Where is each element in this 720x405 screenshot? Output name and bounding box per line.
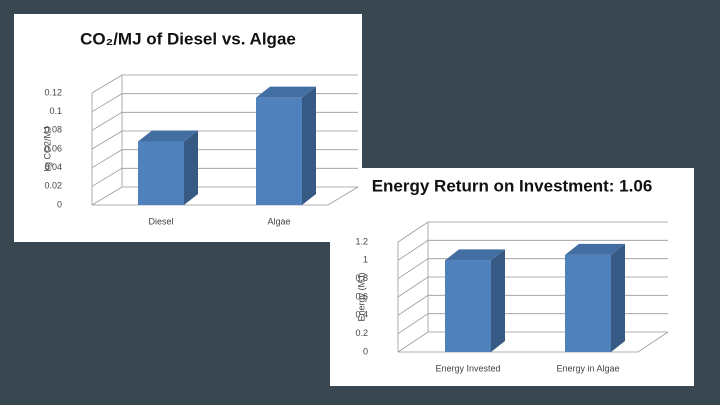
bar (565, 254, 611, 352)
bar-top (138, 130, 198, 142)
x-tick-label: Diesel (148, 216, 173, 226)
bar-side (302, 86, 316, 205)
bar (256, 97, 302, 205)
y-tick-label: 0.8 (355, 273, 368, 283)
y-tick-label: 0.08 (44, 125, 62, 135)
grid-line (91, 74, 358, 94)
y-tick-label: 0 (57, 199, 62, 209)
grid-line (397, 239, 668, 261)
chart-title: CO₂/MJ of Diesel vs. Algae (80, 29, 296, 48)
y-tick-label: 0.6 (355, 291, 368, 301)
y-tick-label: 0 (363, 346, 368, 356)
bar-top (445, 249, 505, 261)
y-tick-label: 0.02 (44, 181, 62, 191)
y-axis-label: Energy (MJ) (356, 272, 366, 321)
y-axis-label: kg CO2/MJ (42, 126, 52, 171)
y-tick-label: 0.04 (44, 162, 62, 172)
grid-line (397, 221, 668, 243)
bar-side (184, 130, 198, 205)
x-tick-label: Energy Invested (435, 363, 500, 373)
y-tick-label: 1 (363, 255, 368, 265)
x-tick-label: Algae (267, 216, 290, 226)
bar (138, 141, 184, 205)
bar-top (565, 243, 625, 255)
bar (445, 260, 491, 352)
bar-side (611, 243, 625, 352)
y-tick-label: 0.1 (49, 106, 62, 116)
bar-top (256, 86, 316, 98)
y-tick-label: 0.06 (44, 143, 62, 153)
y-tick-label: 0.4 (355, 310, 368, 320)
x-tick-label: Energy in Algae (556, 363, 619, 373)
chart-title: Energy Return on Investment: 1.06 (372, 176, 653, 195)
y-tick-label: 0.12 (44, 87, 62, 97)
bar-side (491, 249, 505, 352)
y-tick-label: 1.2 (355, 236, 368, 246)
y-tick-label: 0.2 (355, 328, 368, 338)
